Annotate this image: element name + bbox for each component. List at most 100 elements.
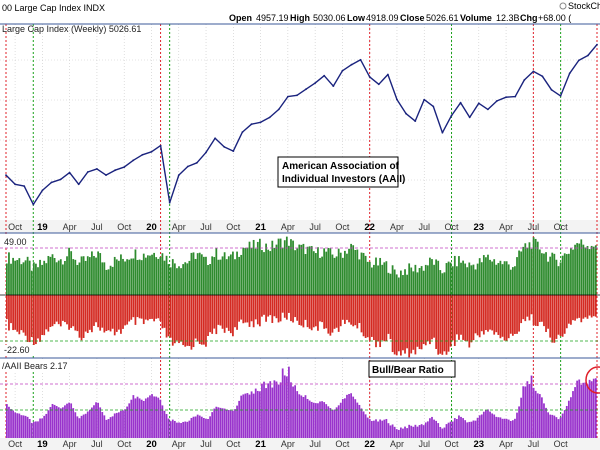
bull-bar [240, 254, 243, 295]
bear-bar [209, 295, 211, 333]
ratio-bar [273, 380, 276, 438]
bear-bar [572, 295, 574, 321]
bull-bar [128, 259, 131, 295]
bull-bar [169, 267, 172, 295]
ratio-bar [12, 410, 14, 438]
ratio-bar [426, 421, 429, 438]
bull-bar [93, 256, 95, 295]
bull-bar [256, 241, 259, 295]
bear-bar [468, 295, 471, 348]
bear-bar [229, 295, 232, 334]
bull-bar [408, 263, 411, 295]
ratio-bar [219, 407, 222, 438]
x-tick-label: Oct [554, 439, 569, 449]
open-value: 4957.19 [256, 13, 289, 23]
ratio-bar [304, 395, 307, 438]
bull-bar [242, 247, 245, 295]
x-tick-label: Apr [499, 439, 513, 449]
bear-bar [329, 295, 332, 336]
bull-bar [32, 262, 35, 295]
bear-bar [516, 295, 518, 334]
bear-bar [109, 295, 112, 332]
ratio-bar [10, 409, 12, 438]
ratio-bar [314, 403, 317, 438]
bear-bar [10, 295, 12, 324]
ratio-bar [352, 396, 355, 438]
ratio-bar [460, 416, 462, 438]
bear-bar [478, 295, 481, 338]
ratio-bar [182, 421, 185, 438]
bull-bar [248, 241, 251, 295]
bear-bar [232, 295, 234, 337]
bull-bar [422, 270, 425, 295]
ratio-bar [379, 419, 382, 438]
open-label: Open [229, 13, 252, 23]
bear-bar [250, 295, 253, 322]
ratio-bar [333, 409, 336, 438]
ratio-bar [186, 421, 189, 438]
x-tick-label: Jul [91, 222, 103, 232]
ratio-bar [153, 396, 155, 438]
bear-bar [136, 295, 139, 318]
bear-bar [279, 295, 282, 322]
bull-bar [203, 256, 205, 295]
bear-bar [227, 295, 230, 331]
bull-bar [244, 247, 247, 295]
bull-bar [590, 245, 593, 295]
bull-bar [323, 248, 326, 295]
ratio-bar [122, 410, 124, 438]
ratio-bar [485, 410, 487, 438]
bear-bar [588, 295, 591, 316]
bear-bar [350, 295, 352, 325]
bear-bar [441, 295, 444, 355]
bull-bar [455, 266, 458, 295]
bull-bar [505, 261, 508, 295]
ratio-bar [356, 402, 359, 438]
price-point [514, 95, 517, 98]
ratio-bar [387, 423, 390, 438]
bull-bar [497, 263, 500, 295]
ratio-bar [111, 416, 114, 438]
ratio-bar [95, 402, 97, 438]
bear-bar [256, 295, 259, 325]
bear-bar [294, 295, 297, 318]
bull-bar [306, 246, 309, 295]
bull-bar [126, 259, 129, 295]
high-value: 5030.06 [313, 13, 346, 23]
ratio-bar [37, 421, 39, 438]
bull-bar [524, 243, 527, 295]
bear-bar [49, 295, 52, 328]
bull-bar [161, 253, 164, 295]
bear-bar [221, 295, 224, 329]
ratio-bar [55, 406, 58, 438]
bull-bar [217, 259, 220, 295]
ratio-bar [82, 414, 85, 438]
x-tick-label: 21 [255, 439, 266, 450]
bull-bar [163, 260, 166, 295]
bull-bar [8, 252, 10, 295]
bull-bar [176, 268, 178, 295]
bear-bar [68, 295, 70, 330]
sentiment-bottom-label: -22.60 [4, 345, 30, 355]
bear-bar [117, 295, 120, 330]
bull-bar [495, 264, 498, 295]
ratio-bar [572, 391, 574, 438]
ratio-bar [72, 408, 75, 438]
price-point [550, 88, 553, 91]
price-point [96, 168, 98, 170]
bear-bar [53, 295, 56, 325]
bull-bar [501, 264, 504, 295]
price-point [41, 189, 44, 192]
bull-bar [474, 269, 477, 295]
ratio-bar [192, 416, 195, 438]
ratio-bar [348, 393, 350, 438]
bull-bar [188, 260, 191, 295]
ratio-bar [443, 427, 446, 438]
bear-bar [404, 295, 406, 354]
price-point [50, 181, 53, 184]
bear-bar [344, 295, 346, 324]
x-tick-label: Oct [445, 222, 460, 232]
ratio-bar [489, 411, 491, 438]
price-point [32, 203, 35, 206]
